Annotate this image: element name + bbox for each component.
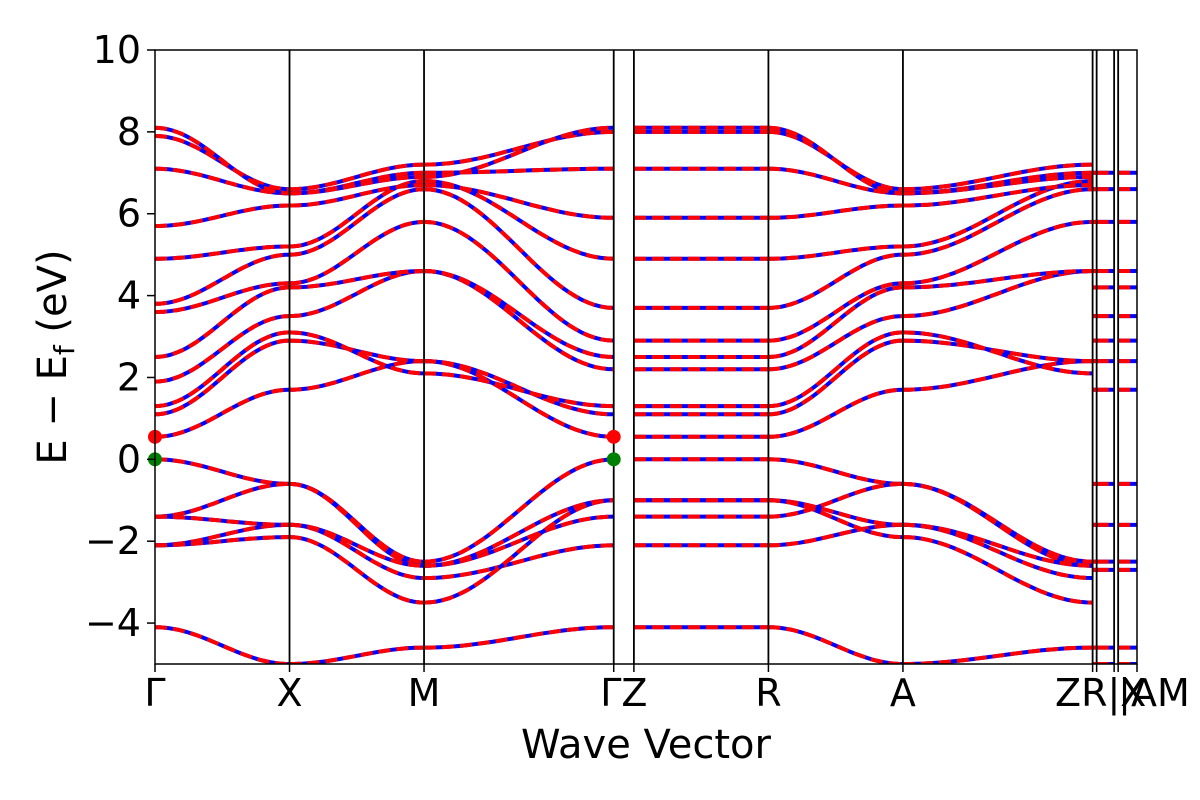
band-line-blue [155, 338, 1093, 417]
band-line-red [155, 125, 1093, 196]
x-tick-label: |AM [1118, 671, 1190, 716]
band-line-red [155, 498, 1093, 605]
x-tick-label: ΓZ [600, 671, 647, 715]
y-tick-label: 4 [117, 274, 141, 318]
band-line-red [155, 330, 1093, 409]
x-tick-label: X [276, 671, 302, 715]
y-axis-label-sub: f [48, 344, 81, 355]
band-line-red [155, 269, 1093, 384]
band-line-red [155, 522, 1093, 580]
band-line-red [155, 183, 1093, 228]
band-line-red [155, 359, 1093, 439]
band-line-red [155, 338, 1093, 417]
y-axis-label: E − Ef (eV) [30, 249, 81, 464]
band-line-red [155, 269, 1093, 359]
x-ticks: Γ X M ΓZ R A ZR|X|AM [144, 664, 1190, 716]
band-line-blue [155, 498, 1093, 605]
x-tick-label: R [755, 671, 781, 715]
band-line-red [155, 481, 1093, 568]
band-line-red [155, 219, 1093, 343]
band-line-blue [155, 498, 1093, 568]
y-tick-label: 2 [117, 355, 141, 399]
cbm-marker [606, 429, 621, 444]
bands-layer [155, 125, 1137, 664]
high-symmetry-lines [288, 50, 1120, 664]
vbm-marker [606, 452, 621, 467]
y-tick-label: −2 [85, 519, 141, 563]
y-axis-label-main: E − E [30, 355, 76, 465]
band-line-red [155, 187, 1093, 310]
band-line-blue [155, 359, 1093, 439]
y-tick-label: −4 [85, 601, 141, 645]
x-axis-label: Wave Vector [521, 722, 772, 768]
y-axis-label-unit: (eV) [30, 249, 76, 345]
band-line-red [155, 625, 1093, 664]
band-line-red [155, 498, 1093, 568]
x-tick-label: ZR|X [1055, 671, 1146, 716]
band-line-blue [155, 625, 1093, 664]
y-tick-label: 8 [117, 110, 141, 154]
band-line-red [155, 179, 1093, 261]
band-line-blue [155, 129, 1093, 192]
band-line-red [155, 166, 1093, 196]
y-ticks: 10 8 6 4 2 0 −2 −4 [85, 28, 155, 645]
x-tick-label: A [890, 671, 916, 715]
y-tick-label: 0 [117, 437, 141, 481]
plot-frame [154, 49, 1138, 665]
y-tick-label: 10 [93, 28, 141, 72]
y-tick-label: 6 [117, 192, 141, 236]
band-line-red [155, 129, 1093, 192]
x-tick-label: Γ [144, 671, 165, 715]
band-edge-markers [148, 429, 621, 467]
x-tick-label: M [408, 671, 441, 715]
